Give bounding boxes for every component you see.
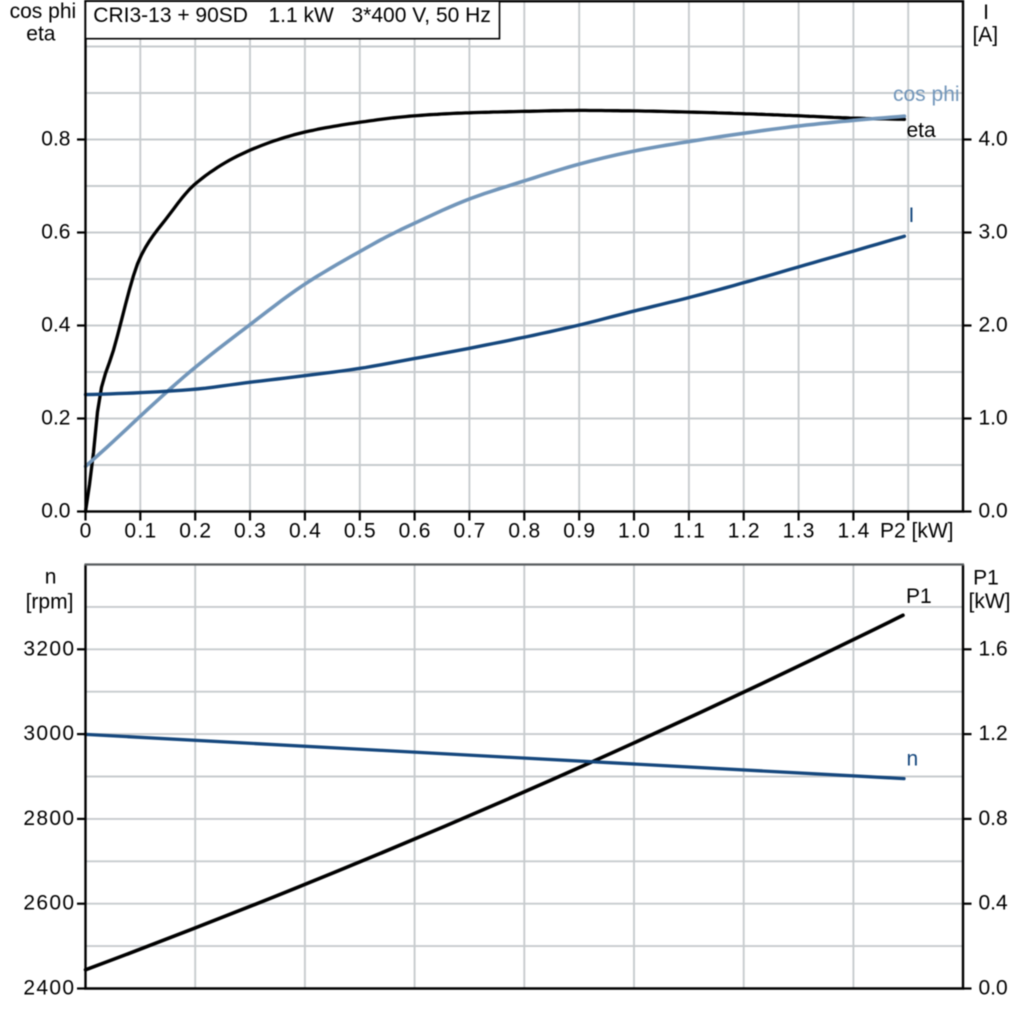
svg-text:1.2: 1.2 xyxy=(979,722,1008,745)
svg-text:0.9: 0.9 xyxy=(563,520,596,543)
svg-text:0.0: 0.0 xyxy=(979,500,1008,523)
svg-text:0.2: 0.2 xyxy=(179,520,212,543)
svg-text:1.0: 1.0 xyxy=(618,520,651,543)
svg-text:cos phi: cos phi xyxy=(10,0,77,23)
svg-text:I: I xyxy=(983,1,989,24)
svg-text:0.3: 0.3 xyxy=(234,520,267,543)
svg-text:1.1: 1.1 xyxy=(673,520,706,543)
svg-text:0.7: 0.7 xyxy=(454,520,487,543)
svg-text:eta: eta xyxy=(907,119,937,142)
svg-text:1.3: 1.3 xyxy=(783,520,816,543)
svg-text:3.0: 3.0 xyxy=(979,221,1008,244)
svg-text:[rpm]: [rpm] xyxy=(26,591,74,614)
svg-text:0.4: 0.4 xyxy=(289,520,322,543)
svg-text:3200: 3200 xyxy=(23,637,75,660)
svg-text:4.0: 4.0 xyxy=(979,128,1008,151)
svg-text:2600: 2600 xyxy=(23,892,75,915)
svg-text:0.8: 0.8 xyxy=(979,807,1008,830)
svg-text:n: n xyxy=(907,748,919,771)
svg-text:I: I xyxy=(909,204,915,227)
svg-text:P2 [kW]: P2 [kW] xyxy=(880,520,954,543)
svg-text:0.0: 0.0 xyxy=(979,977,1008,1000)
svg-text:[A]: [A] xyxy=(972,24,998,47)
svg-text:0.8: 0.8 xyxy=(41,128,70,151)
svg-text:0: 0 xyxy=(80,520,92,543)
svg-text:2800: 2800 xyxy=(23,807,75,830)
svg-text:1.1 kW: 1.1 kW xyxy=(269,4,335,27)
svg-text:1.2: 1.2 xyxy=(728,520,761,543)
svg-text:0.0: 0.0 xyxy=(41,500,70,523)
svg-text:0.6: 0.6 xyxy=(41,221,70,244)
svg-text:0.8: 0.8 xyxy=(508,520,541,543)
svg-text:0.6: 0.6 xyxy=(399,520,432,543)
svg-text:3*400 V, 50 Hz: 3*400 V, 50 Hz xyxy=(352,4,491,27)
svg-text:0.4: 0.4 xyxy=(41,314,71,337)
svg-text:1.6: 1.6 xyxy=(979,637,1008,660)
svg-text:[kW]: [kW] xyxy=(969,590,1011,613)
svg-text:eta: eta xyxy=(26,23,56,46)
svg-text:0.5: 0.5 xyxy=(344,520,377,543)
svg-text:2400: 2400 xyxy=(23,977,75,1000)
svg-text:3000: 3000 xyxy=(23,722,75,745)
svg-text:1.4: 1.4 xyxy=(837,520,870,543)
svg-text:P1: P1 xyxy=(973,567,999,590)
svg-text:0.2: 0.2 xyxy=(41,407,70,430)
svg-text:2.0: 2.0 xyxy=(979,314,1008,337)
svg-text:1.0: 1.0 xyxy=(979,407,1008,430)
svg-text:0.4: 0.4 xyxy=(979,892,1009,915)
svg-text:n: n xyxy=(45,566,57,589)
svg-text:CRI3-13 + 90SD: CRI3-13 + 90SD xyxy=(93,4,248,27)
svg-text:P1: P1 xyxy=(906,585,932,608)
svg-text:0.1: 0.1 xyxy=(124,520,157,543)
svg-text:cos phi: cos phi xyxy=(893,83,960,106)
